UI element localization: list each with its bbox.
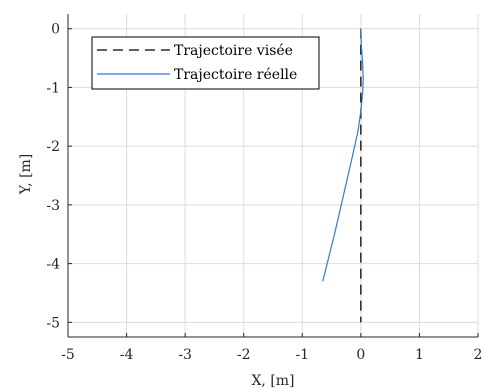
y-tick-label: -5 (46, 315, 60, 331)
y-tick-label: -2 (46, 139, 60, 155)
x-tick-label: 1 (415, 347, 424, 363)
y-tick-label: -4 (46, 257, 60, 273)
y-axis-label: Y, [m] (18, 154, 34, 196)
x-tick-label: -1 (295, 347, 309, 363)
x-tick-label: -2 (237, 347, 251, 363)
x-tick-label: -4 (120, 347, 134, 363)
legend-label-target: Trajectoire visée (174, 43, 293, 59)
legend: Trajectoire visée Trajectoire réelle (91, 36, 320, 90)
series-line-actual (322, 28, 364, 282)
legend-label-actual: Trajectoire réelle (174, 67, 297, 83)
x-tick-label: 2 (474, 347, 483, 363)
y-tick-label: 0 (51, 22, 60, 38)
x-tick-label: -3 (178, 347, 192, 363)
x-axis-label: X, [m] (251, 373, 294, 389)
y-tick-label: -3 (46, 198, 60, 214)
legend-box (91, 36, 320, 90)
y-tick-label: -1 (46, 80, 60, 96)
x-tick-label: -5 (61, 347, 75, 363)
axes (67, 14, 479, 338)
x-tick-label: 0 (356, 347, 365, 363)
tick-labels: -5 -4 -3 -2 -1 0 1 2 0 -1 -2 -3 -4 -5 (46, 22, 482, 363)
series-group (322, 28, 364, 323)
